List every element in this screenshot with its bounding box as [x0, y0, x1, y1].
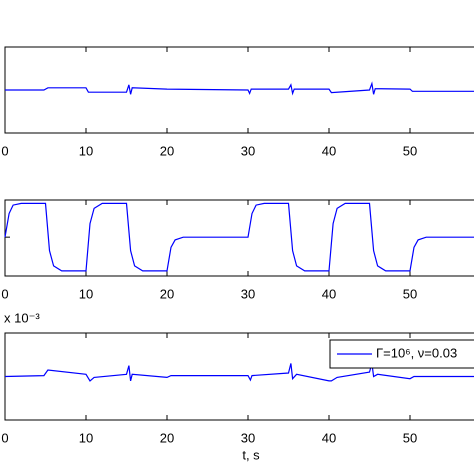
x-tick-label: 50: [403, 430, 417, 445]
scale-label: x 10⁻³: [4, 310, 40, 325]
x-tick-label: 10: [79, 286, 93, 301]
x-tick-label: 20: [160, 430, 174, 445]
x-tick-label: 0: [1, 286, 8, 301]
data-line: [5, 81, 474, 96]
legend-box: [329, 339, 474, 369]
x-tick-label: 30: [241, 143, 255, 158]
x-tick-label: 50: [403, 286, 417, 301]
legend-label: Γ=10⁶, ν=0.03: [376, 345, 457, 360]
data-line: [4, 202, 474, 272]
axes-box: [4, 199, 474, 277]
x-tick-label: 10: [79, 143, 93, 158]
x-tick-label: 40: [322, 143, 336, 158]
x-tick-label: 40: [322, 286, 336, 301]
x-tick-label: 20: [160, 286, 174, 301]
x-tick-label: 30: [241, 286, 255, 301]
x-tick-label: 50: [403, 143, 417, 158]
x-tick-label: 10: [79, 430, 93, 445]
x-tick-label: 0: [1, 430, 8, 445]
x-axis-label: t, s: [242, 447, 260, 462]
x-tick-label: 30: [241, 430, 255, 445]
x-tick-label: 0: [1, 143, 8, 158]
x-tick-label: 40: [322, 430, 336, 445]
x-tick-label: 20: [160, 143, 174, 158]
